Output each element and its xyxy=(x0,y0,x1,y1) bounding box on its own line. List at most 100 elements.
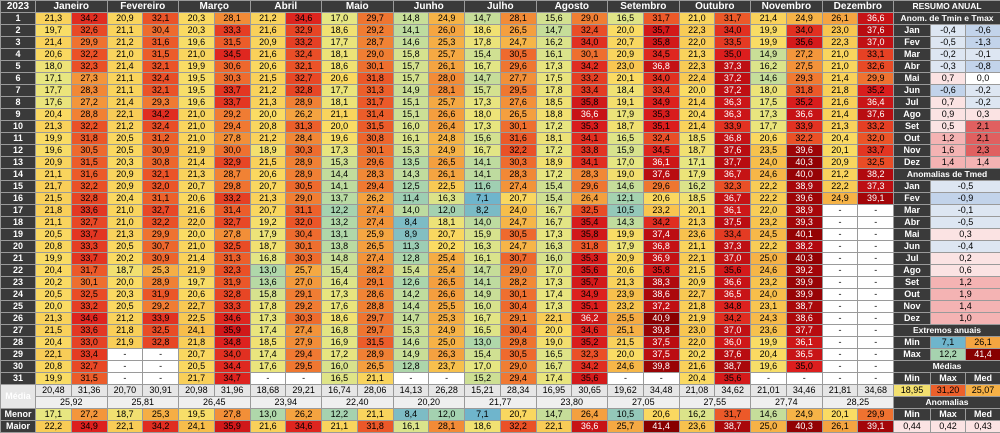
temperature-cell: 39,6 xyxy=(786,193,822,205)
temperature-cell: 21,4 xyxy=(107,97,143,109)
temperature-cell: 33,7 xyxy=(214,97,250,109)
anomaly-month: Mai xyxy=(894,73,931,85)
temperature-cell: - xyxy=(858,289,894,301)
temperature-cell: 20,0 xyxy=(608,349,644,361)
temperature-cell: 30,4 xyxy=(143,25,179,37)
temperature-cell: 21,2 xyxy=(250,13,286,25)
temperature-cell: 20,7 xyxy=(250,205,286,217)
temperature-cell: 14,0 xyxy=(393,205,429,217)
temperature-cell: 25,5 xyxy=(608,313,644,325)
temperature-cell: 12,6 xyxy=(393,277,429,289)
anomaly-tmax: -1,3 xyxy=(966,37,1000,49)
temperature-cell: 23,6 xyxy=(751,325,787,337)
temperature-cell: 30,3 xyxy=(286,313,322,325)
temperature-cell: 14,8 xyxy=(393,13,429,25)
highest-cell: 26,1 xyxy=(822,421,858,433)
temperature-cell: 25,0 xyxy=(751,253,787,265)
tmed-row: Mar-0,1 xyxy=(894,205,1000,217)
temperature-cell: 25,3 xyxy=(429,313,465,325)
temperature-cell: 28,0 xyxy=(429,73,465,85)
temperature-cell: 28,9 xyxy=(286,169,322,181)
temperature-cell: 20,7 xyxy=(179,181,215,193)
temperature-cell: 17,4 xyxy=(250,349,286,361)
temperature-cell: 30,4 xyxy=(500,301,536,313)
temperature-cell: - xyxy=(858,301,894,313)
temperature-cell: 32,4 xyxy=(143,121,179,133)
temperature-cell: 31,6 xyxy=(500,133,536,145)
tmed-month: Out xyxy=(894,289,931,301)
temperature-cell: 26,0 xyxy=(429,25,465,37)
averages-head: Med xyxy=(966,373,1000,385)
temperature-cell: 28,6 xyxy=(357,289,393,301)
temperature-cell: 16,7 xyxy=(465,313,501,325)
anomaly-tmax: -0,2 xyxy=(966,85,1000,97)
temperature-cell: 14,1 xyxy=(465,169,501,181)
temperature-cell: - xyxy=(858,217,894,229)
anomaly-tmed-title-title: Anomalias de Tmed xyxy=(894,169,1000,181)
temperature-cell: - xyxy=(822,277,858,289)
temperature-cell: 21,1 xyxy=(107,73,143,85)
temperature-cell: 31,9 xyxy=(143,289,179,301)
month-header: Novembro xyxy=(751,1,823,13)
temperature-cell: 30,1 xyxy=(572,49,608,61)
temperature-cell: 30,1 xyxy=(71,277,107,289)
temperature-cell: 32,5 xyxy=(858,157,894,169)
temperature-cell: 16,0 xyxy=(393,121,429,133)
temperature-cell: 20,1 xyxy=(679,205,715,217)
average-cell: 34,62 xyxy=(715,385,751,397)
temperature-cell: 20,6 xyxy=(36,49,72,61)
temperature-cell: 30,7 xyxy=(500,253,536,265)
temperature-cell: 18,7 xyxy=(608,121,644,133)
temperature-cell: 21,2 xyxy=(822,169,858,181)
temperature-cell: 18,7 xyxy=(250,241,286,253)
temperature-cell: 17,3 xyxy=(322,145,358,157)
temperature-cell: 15,3 xyxy=(393,325,429,337)
temperature-cell: 32,8 xyxy=(214,289,250,301)
averages-title-title: Médias xyxy=(894,361,1000,373)
temperature-cell: 26,3 xyxy=(429,349,465,361)
temperature-cell: 16,9 xyxy=(322,337,358,349)
temperature-cell: 36,3 xyxy=(715,97,751,109)
temperature-cell: 32,2 xyxy=(71,121,107,133)
temperature-cell: 21,1 xyxy=(322,109,358,121)
temperature-cell: 18,0 xyxy=(36,61,72,73)
day-label: 1 xyxy=(1,13,36,25)
day-label: 11 xyxy=(1,133,36,145)
temperature-cell: 31,8 xyxy=(71,133,107,145)
temperature-cell: 31,6 xyxy=(143,37,179,49)
anomaly-tmax: -0,8 xyxy=(966,61,1000,73)
temperature-cell: 19,6 xyxy=(36,145,72,157)
highest-cell: 36,6 xyxy=(572,421,608,433)
temperature-cell: 39,9 xyxy=(786,289,822,301)
temperature-cell: 32,4 xyxy=(572,25,608,37)
anomaly-tmax: 2,3 xyxy=(966,145,1000,157)
temperature-cell: 29,2 xyxy=(286,301,322,313)
temperature-cell: 31,4 xyxy=(357,109,393,121)
temperature-cell: 23,0 xyxy=(608,61,644,73)
temperature-cell: 32,3 xyxy=(214,265,250,277)
temperature-cell: 36,6 xyxy=(572,109,608,121)
temperature-cell: 21,0 xyxy=(179,241,215,253)
temperature-cell: 36,8 xyxy=(715,133,751,145)
temperature-cell: 33,9 xyxy=(143,313,179,325)
highest-cell: 21,6 xyxy=(250,421,286,433)
temperature-cell: 31,7 xyxy=(643,13,679,25)
temperature-cell: 25,5 xyxy=(429,301,465,313)
temperature-cell: 20,8 xyxy=(36,361,72,373)
extreme-label: Min xyxy=(894,337,931,349)
temperature-cell: 17,3 xyxy=(250,313,286,325)
temperature-cell: 13,6 xyxy=(250,277,286,289)
anomalies-head: Min xyxy=(894,409,931,421)
temperature-cell: - xyxy=(822,289,858,301)
temperature-cell: 27,3 xyxy=(71,73,107,85)
temperature-cell: 20,2 xyxy=(679,349,715,361)
temperature-cell: - xyxy=(822,301,858,313)
